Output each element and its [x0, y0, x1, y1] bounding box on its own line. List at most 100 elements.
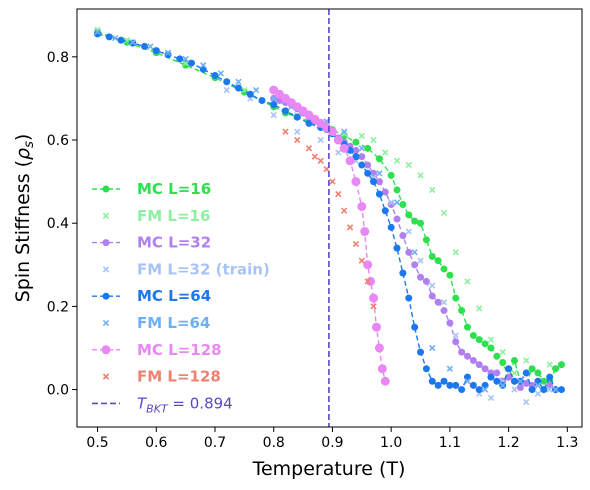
legend-entry-bkt: TBKT = 0.894 [92, 394, 233, 415]
data-point [281, 107, 289, 115]
data-point [294, 128, 301, 135]
data-point [335, 149, 342, 156]
data-point [493, 377, 501, 385]
data-point [317, 136, 324, 144]
data-point [94, 28, 101, 36]
data-point [223, 86, 230, 94]
data-point [246, 90, 254, 98]
data-point [517, 378, 524, 385]
data-point [399, 200, 407, 208]
data-point [546, 373, 554, 381]
data-point [217, 70, 225, 77]
data-point [452, 294, 460, 302]
data-point [387, 200, 395, 208]
series-layer [94, 26, 565, 406]
data-point [510, 356, 518, 364]
legend-label: FM L=128 [137, 368, 221, 386]
data-point [534, 390, 542, 397]
data-point [552, 386, 559, 393]
data-point [481, 365, 489, 373]
data-point [469, 331, 477, 339]
legend-entry-fm-l-128: FM L=128 [102, 368, 221, 386]
data-point [469, 381, 477, 389]
data-point [381, 207, 389, 215]
data-point [317, 157, 324, 164]
legend: MC L=16 FM L=16 MC L=32 FM L=32 (train) MC L… [92, 180, 270, 415]
data-point [505, 365, 513, 373]
data-point [452, 332, 459, 339]
data-point [429, 186, 436, 194]
data-point [369, 293, 379, 303]
data-point [546, 386, 553, 393]
legend-entry-fm-l-64: FM L=64 [102, 314, 210, 332]
data-point [417, 348, 425, 356]
data-point [329, 178, 336, 185]
data-point [164, 51, 172, 59]
data-point [341, 130, 348, 137]
legend-label: MC L=128 [137, 341, 222, 359]
data-point [493, 369, 501, 377]
y-axis-label-main: Spin Stiffness ( [12, 160, 34, 302]
data-point [405, 294, 413, 302]
data-point [523, 357, 530, 364]
data-point [352, 240, 360, 248]
data-point [105, 33, 113, 41]
data-point [235, 78, 242, 85]
data-point [428, 377, 436, 385]
data-point [534, 369, 542, 377]
data-point [422, 365, 430, 373]
data-point [405, 211, 413, 219]
data-point [434, 298, 442, 306]
data-point [446, 271, 454, 279]
data-point [293, 113, 301, 121]
y-tick-label: 0.6 [47, 133, 69, 149]
data-point [370, 303, 377, 310]
x-tick-label: 1.1 [439, 435, 461, 451]
data-point [428, 252, 436, 260]
data-point [311, 153, 318, 160]
legend-entry-mc-l-64: MC L=64 [92, 287, 211, 305]
data-point [487, 336, 495, 343]
data-point [234, 84, 242, 92]
data-point [294, 136, 301, 144]
data-point [223, 78, 231, 86]
data-point [464, 378, 471, 385]
data-point [305, 145, 313, 152]
data-point [510, 377, 518, 385]
data-point [499, 382, 506, 389]
data-point [493, 352, 501, 360]
y-axis-label-close: ) [12, 134, 34, 141]
legend-marker [102, 292, 110, 300]
data-point [364, 144, 372, 152]
y-axis-label-subscript: s [22, 141, 37, 148]
legend-entry-mc-l-128: MC L=128 [92, 341, 222, 359]
data-point [405, 248, 413, 256]
legend-label: MC L=64 [137, 287, 211, 305]
data-point [147, 43, 154, 50]
data-point [540, 386, 548, 394]
x-tick-label: 1.3 [556, 435, 578, 451]
data-point [364, 161, 372, 169]
legend-marker [102, 266, 110, 273]
data-point [129, 39, 136, 46]
series-line [273, 97, 557, 391]
data-point [452, 381, 460, 389]
data-point [546, 361, 553, 368]
data-point [452, 338, 460, 346]
series-fm-l-128 [282, 128, 377, 310]
data-point [387, 223, 395, 231]
x-tick-label: 1.0 [380, 435, 402, 451]
data-point [511, 369, 518, 377]
data-point [393, 186, 401, 194]
data-point [375, 190, 383, 198]
data-point [94, 30, 102, 38]
data-point [371, 322, 381, 332]
data-point [411, 217, 419, 225]
data-point [341, 128, 348, 135]
legend-label: MC L=32 [137, 234, 211, 252]
data-point [428, 292, 436, 300]
data-point [499, 359, 507, 367]
x-tick-label: 0.8 [263, 435, 285, 451]
y-tick-label: 0.0 [47, 383, 69, 399]
data-point [327, 127, 337, 137]
